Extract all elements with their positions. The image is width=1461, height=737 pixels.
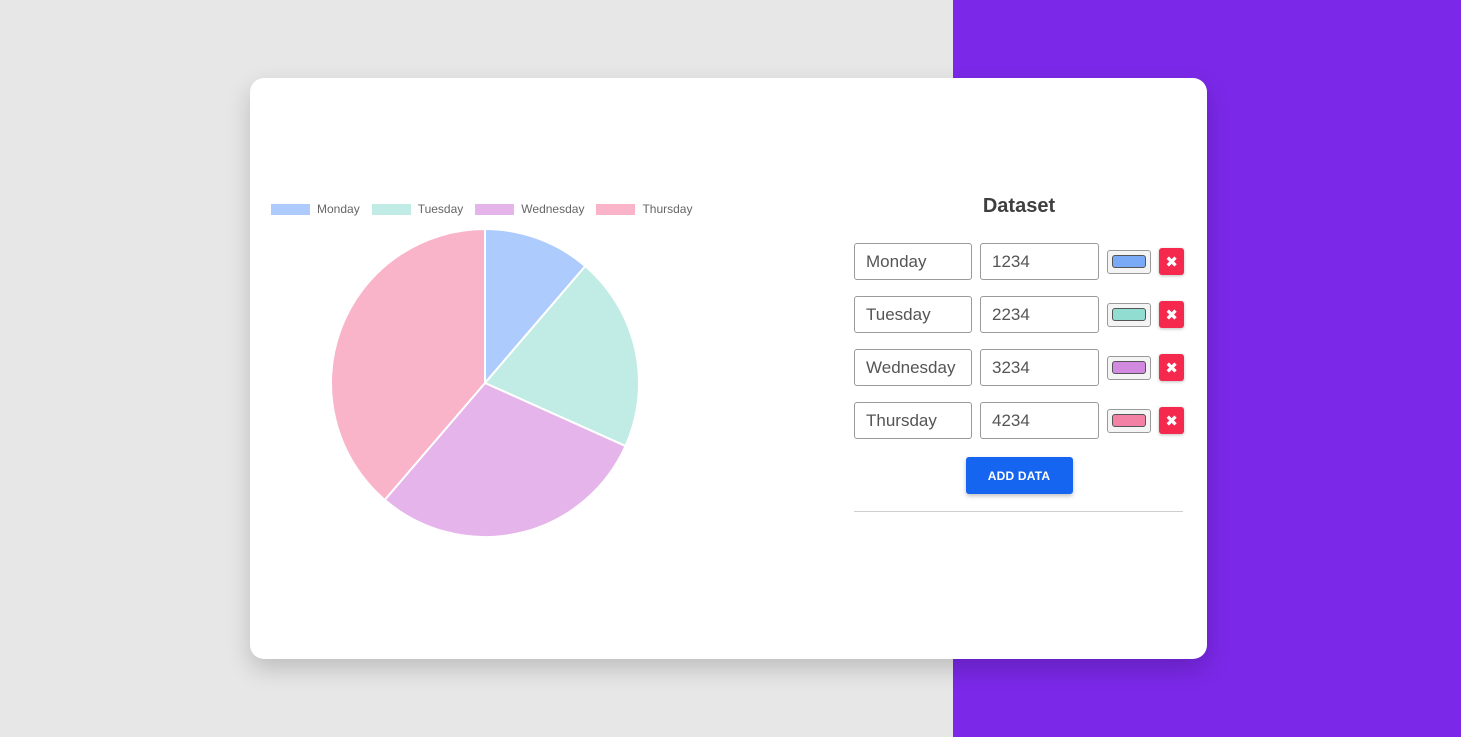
legend-item-thursday[interactable]: Thursday (596, 202, 692, 216)
chart-card: Monday Tuesday Wednesday Thursday Datase… (250, 78, 1207, 659)
delete-row-button-thursday[interactable]: ✖ (1159, 407, 1184, 434)
pie-slice-thursday[interactable] (330, 227, 486, 502)
dataset-row-monday: ✖ (854, 243, 1184, 280)
legend-swatch (271, 203, 310, 215)
divider (854, 511, 1183, 512)
color-swatch (1112, 308, 1147, 321)
legend-swatch (475, 203, 515, 215)
color-swatch (1112, 255, 1147, 268)
delete-row-button-tuesday[interactable]: ✖ (1159, 301, 1184, 328)
color-picker-wednesday[interactable] (1107, 355, 1152, 380)
legend-item-monday[interactable]: Monday (271, 202, 360, 216)
label-input-monday[interactable] (854, 243, 972, 280)
dataset-row-tuesday: ✖ (854, 296, 1184, 333)
pie-slice-monday[interactable] (484, 227, 587, 386)
legend-label: Tuesday (417, 202, 464, 216)
color-swatch (1112, 414, 1147, 427)
delete-row-button-wednesday[interactable]: ✖ (1159, 354, 1184, 381)
legend-label: Monday (317, 202, 360, 216)
dataset-panel: Dataset ✖ ✖ (854, 188, 1184, 512)
label-input-tuesday[interactable] (854, 296, 972, 333)
close-icon: ✖ (1165, 306, 1178, 324)
pie-slice-wednesday[interactable] (383, 381, 627, 538)
legend-swatch (596, 203, 636, 215)
chart-legend: Monday Tuesday Wednesday Thursday (271, 201, 704, 217)
color-picker-thursday[interactable] (1107, 408, 1152, 433)
pie-slice-tuesday[interactable] (483, 264, 640, 448)
value-input-thursday[interactable] (980, 402, 1099, 439)
legend-item-tuesday[interactable]: Tuesday (371, 202, 464, 216)
panel-title: Dataset (982, 195, 1056, 217)
pie-chart (330, 227, 640, 538)
label-input-thursday[interactable] (854, 402, 972, 439)
legend-label: Thursday (642, 202, 693, 216)
legend-swatch (371, 203, 411, 215)
color-picker-tuesday[interactable] (1107, 302, 1152, 327)
close-icon: ✖ (1165, 253, 1178, 271)
value-input-monday[interactable] (980, 243, 1099, 280)
dataset-rows: ✖ ✖ ✖ (854, 243, 1184, 439)
label-input-wednesday[interactable] (854, 349, 972, 386)
close-icon: ✖ (1165, 359, 1178, 377)
add-data-button[interactable]: ADD DATA (965, 457, 1073, 494)
color-picker-monday[interactable] (1107, 249, 1152, 274)
close-icon: ✖ (1165, 412, 1178, 430)
value-input-wednesday[interactable] (980, 349, 1099, 386)
dataset-row-thursday: ✖ (854, 402, 1184, 439)
value-input-tuesday[interactable] (980, 296, 1099, 333)
legend-item-wednesday[interactable]: Wednesday (475, 202, 584, 216)
delete-row-button-monday[interactable]: ✖ (1159, 248, 1184, 275)
color-swatch (1112, 361, 1147, 374)
dataset-row-wednesday: ✖ (854, 349, 1184, 386)
legend-label: Wednesday (521, 202, 585, 216)
